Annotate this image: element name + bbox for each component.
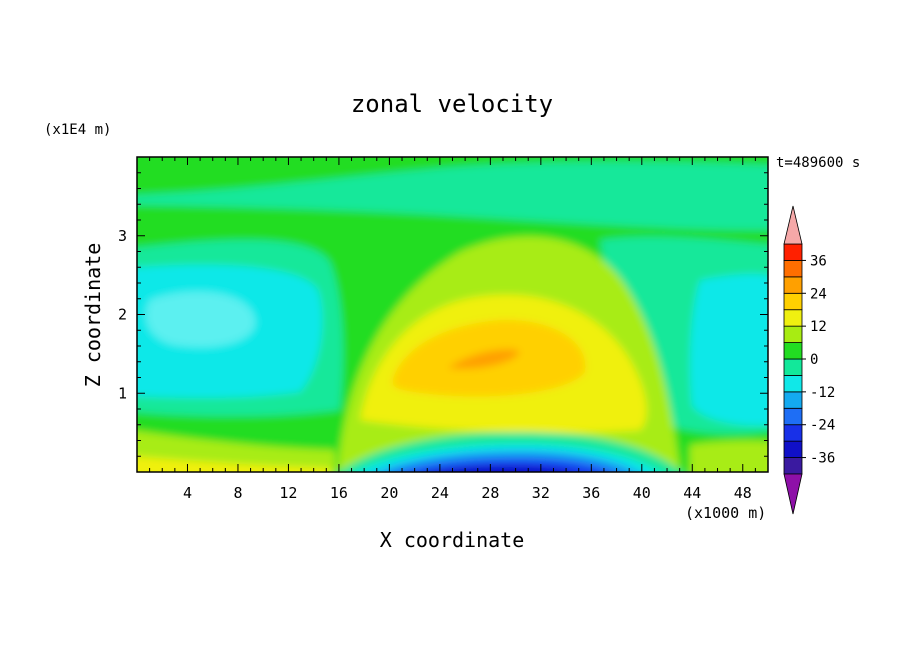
x-tick-label: 36 — [582, 484, 600, 502]
x-tick-label: 48 — [734, 484, 752, 502]
x-tick-label: 12 — [279, 484, 297, 502]
y-axis-label: Z coordinate — [81, 243, 105, 388]
colorbar-tick-label: 24 — [810, 286, 827, 302]
axis-ticks — [137, 157, 768, 472]
y-tick-labels: 1 2 3 — [118, 227, 127, 403]
colorbar-tick-label: 12 — [810, 319, 827, 335]
colorbar-bin — [783, 260, 803, 278]
field-dome-core — [448, 349, 520, 369]
field-upper-band — [137, 161, 768, 231]
x-tick-label: 4 — [183, 484, 192, 502]
x-unit-label: (x1000 m) — [685, 504, 766, 522]
x-tick-label: 28 — [481, 484, 499, 502]
x-tick-label: 20 — [380, 484, 398, 502]
colorbar-bin — [783, 325, 803, 343]
y-tick-label: 3 — [118, 227, 127, 245]
colorbar-tick-label: 0 — [810, 352, 818, 368]
x-tick-label: 16 — [330, 484, 348, 502]
x-tick-labels: 4 8 12 16 20 24 28 32 36 40 44 48 — [183, 484, 752, 502]
colorbar-bin — [783, 407, 803, 426]
colorbar-bin — [783, 424, 803, 442]
colorbar-under-arrow — [783, 473, 803, 515]
x-tick-label: 40 — [633, 484, 651, 502]
x-tick-label: 44 — [683, 484, 701, 502]
time-label: t=489600 s — [776, 155, 860, 171]
colorbar: 36 24 12 0 -12 -24 -36 — [783, 205, 835, 515]
colorbar-bin — [783, 457, 803, 475]
colorbar-bin — [783, 358, 803, 376]
field-lower-right-positive — [690, 440, 768, 472]
field-surface-negative-core — [428, 466, 568, 472]
colorbar-bin — [783, 391, 803, 409]
colorbar-bin — [783, 292, 803, 311]
colorbar-bin — [783, 309, 803, 327]
colorbar-bin — [783, 375, 803, 393]
field-left-core — [146, 291, 256, 348]
x-tick-label: 24 — [431, 484, 449, 502]
colorbar-bin — [783, 276, 803, 294]
x-axis-label: X coordinate — [380, 528, 525, 552]
colorbar-over-arrow — [783, 205, 803, 245]
y-tick-label: 1 — [118, 384, 127, 402]
y-tick-label: 2 — [118, 306, 127, 324]
x-tick-label: 8 — [233, 484, 242, 502]
y-unit-label: (x1E4 m) — [44, 122, 111, 138]
chart-title: zonal velocity — [351, 90, 553, 118]
field-lower-left-strong — [137, 456, 330, 472]
colorbar-tick-label: -12 — [810, 385, 835, 401]
colorbar-bin — [783, 342, 803, 360]
colorbar-tick-label: 36 — [810, 253, 827, 269]
colorbar-tick-label: -36 — [810, 451, 835, 467]
field-right-negative — [690, 274, 768, 426]
colorbar-bin — [783, 243, 803, 261]
colorbar-tick-label: -24 — [810, 418, 835, 434]
contour-field — [137, 157, 768, 472]
x-tick-label: 32 — [532, 484, 550, 502]
colorbar-bin — [783, 440, 803, 458]
